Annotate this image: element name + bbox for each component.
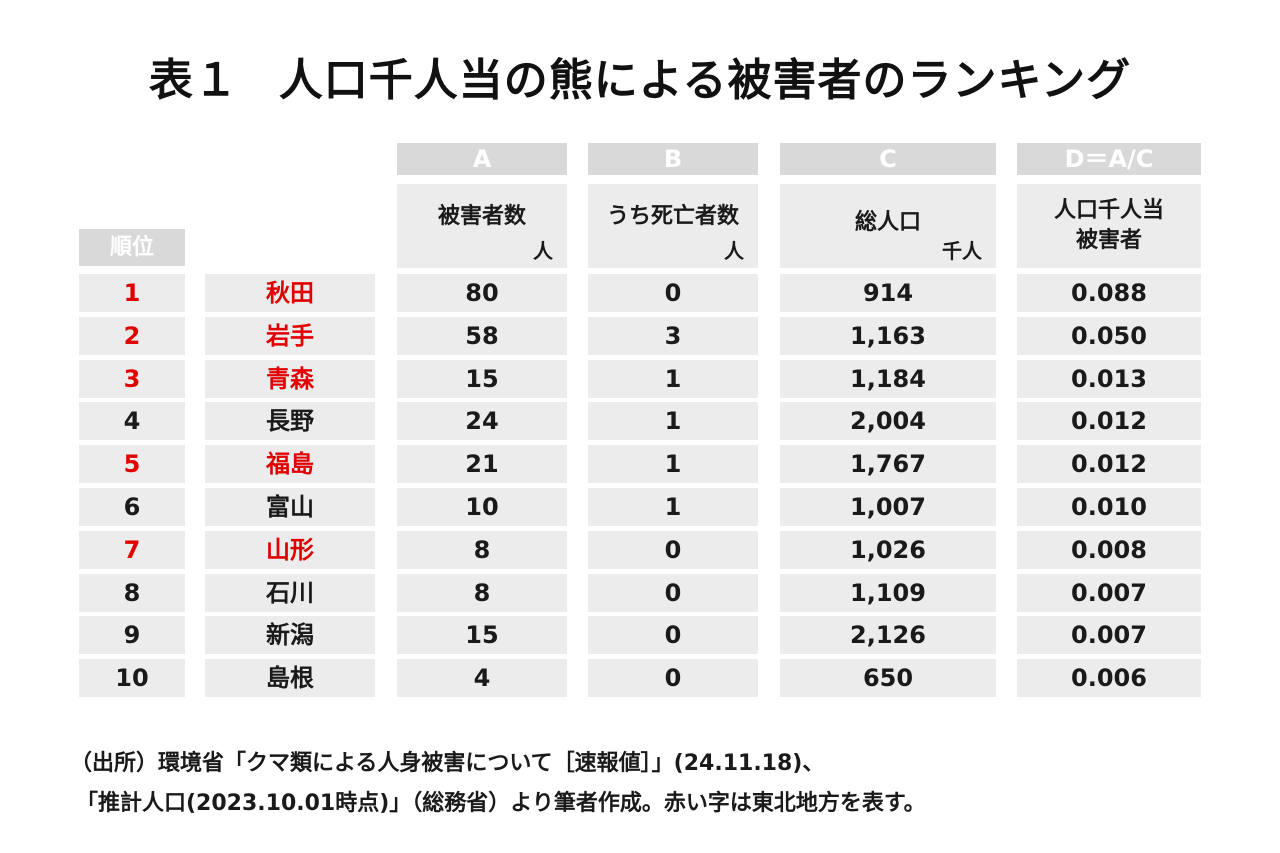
header-deaths-label: うち死亡者数	[606, 204, 739, 229]
prefecture-cell: 青森	[205, 360, 375, 398]
table-row: 2 岩手 58 3 1,163 0.050	[0, 317, 1280, 355]
header-per-thousand-line1: 人口千人当	[1053, 198, 1164, 223]
victims-cell: 15	[397, 616, 567, 654]
prefecture-cell: 新潟	[205, 616, 375, 654]
victims-cell: 4	[397, 659, 567, 697]
per-thousand-cell: 0.007	[1017, 574, 1201, 612]
per-thousand-cell: 0.088	[1017, 274, 1201, 312]
rank-cell: 6	[79, 488, 185, 526]
per-thousand-cell: 0.012	[1017, 402, 1201, 440]
deaths-cell: 3	[588, 317, 758, 355]
population-cell: 1,007	[780, 488, 996, 526]
population-cell: 1,026	[780, 531, 996, 569]
victims-cell: 10	[397, 488, 567, 526]
table-row: 1 秋田 80 0 914 0.088	[0, 274, 1280, 312]
population-cell: 2,126	[780, 616, 996, 654]
table-row: 7 山形 8 0 1,026 0.008	[0, 531, 1280, 569]
prefecture-cell: 富山	[205, 488, 375, 526]
rank-cell: 7	[79, 531, 185, 569]
rank-cell: 5	[79, 445, 185, 483]
source-note-line2: 「推計人口(2023.10.01時点)」（総務省）より筆者作成。赤い字は東北地方…	[76, 791, 926, 816]
rank-cell: 3	[79, 360, 185, 398]
prefecture-cell: 岩手	[205, 317, 375, 355]
prefecture-cell: 福島	[205, 445, 375, 483]
table-row: 10 島根 4 0 650 0.006	[0, 659, 1280, 697]
per-thousand-cell: 0.050	[1017, 317, 1201, 355]
header-rank: 順位	[79, 229, 185, 266]
source-note: （出所）環境省「クマ類による人身被害について［速報値］」(24.11.18)、 …	[70, 744, 926, 824]
per-thousand-cell: 0.008	[1017, 531, 1201, 569]
header-deaths-unit: 人	[724, 239, 744, 263]
prefecture-cell: 石川	[205, 574, 375, 612]
population-cell: 1,184	[780, 360, 996, 398]
per-thousand-cell: 0.006	[1017, 659, 1201, 697]
population-cell: 2,004	[780, 402, 996, 440]
source-note-line1: （出所）環境省「クマ類による人身被害について［速報値］」(24.11.18)、	[70, 751, 825, 776]
table-row: 3 青森 15 1 1,184 0.013	[0, 360, 1280, 398]
header-population-unit: 千人	[942, 239, 982, 263]
rank-cell: 10	[79, 659, 185, 697]
victims-cell: 58	[397, 317, 567, 355]
deaths-cell: 1	[588, 488, 758, 526]
deaths-cell: 0	[588, 616, 758, 654]
table-row: 6 富山 10 1 1,007 0.010	[0, 488, 1280, 526]
per-thousand-cell: 0.010	[1017, 488, 1201, 526]
per-thousand-cell: 0.012	[1017, 445, 1201, 483]
deaths-cell: 1	[588, 402, 758, 440]
victims-cell: 21	[397, 445, 567, 483]
column-letter-d: D＝A/C	[1017, 143, 1201, 175]
table-row: 8 石川 8 0 1,109 0.007	[0, 574, 1280, 612]
victims-cell: 8	[397, 531, 567, 569]
prefecture-cell: 長野	[205, 402, 375, 440]
table-title-text: 人口千人当の熊による被害者のランキング	[278, 55, 1132, 106]
population-cell: 1,109	[780, 574, 996, 612]
population-cell: 1,163	[780, 317, 996, 355]
header-per-thousand: 人口千人当 被害者	[1017, 184, 1201, 268]
deaths-cell: 1	[588, 445, 758, 483]
victims-cell: 24	[397, 402, 567, 440]
rank-cell: 4	[79, 402, 185, 440]
victims-cell: 15	[397, 360, 567, 398]
column-letter-a: A	[397, 143, 567, 175]
deaths-cell: 0	[588, 531, 758, 569]
column-letter-b: B	[588, 143, 758, 175]
victims-cell: 8	[397, 574, 567, 612]
table-row: 5 福島 21 1 1,767 0.012	[0, 445, 1280, 483]
per-thousand-cell: 0.013	[1017, 360, 1201, 398]
rank-cell: 8	[79, 574, 185, 612]
table-row: 9 新潟 15 0 2,126 0.007	[0, 616, 1280, 654]
page-title: 表１ 人口千人当の熊による被害者のランキング	[0, 44, 1280, 108]
header-population-label: 総人口	[854, 210, 921, 235]
prefecture-cell: 山形	[205, 531, 375, 569]
header-per-thousand-line2: 被害者	[1075, 228, 1142, 253]
prefecture-cell: 島根	[205, 659, 375, 697]
population-cell: 1,767	[780, 445, 996, 483]
prefecture-cell: 秋田	[205, 274, 375, 312]
header-victims-label: 被害者数	[437, 204, 526, 229]
rank-cell: 1	[79, 274, 185, 312]
victims-cell: 80	[397, 274, 567, 312]
deaths-cell: 1	[588, 360, 758, 398]
rank-cell: 9	[79, 616, 185, 654]
per-thousand-cell: 0.007	[1017, 616, 1201, 654]
header-population: 総人口 千人	[780, 184, 996, 268]
deaths-cell: 0	[588, 274, 758, 312]
header-victims: 被害者数 人	[397, 184, 567, 268]
rank-cell: 2	[79, 317, 185, 355]
table-number: 表１	[148, 55, 239, 106]
table-row: 4 長野 24 1 2,004 0.012	[0, 402, 1280, 440]
deaths-cell: 0	[588, 659, 758, 697]
population-cell: 914	[780, 274, 996, 312]
column-letter-c: C	[780, 143, 996, 175]
header-victims-unit: 人	[533, 239, 553, 263]
population-cell: 650	[780, 659, 996, 697]
header-deaths: うち死亡者数 人	[588, 184, 758, 268]
deaths-cell: 0	[588, 574, 758, 612]
